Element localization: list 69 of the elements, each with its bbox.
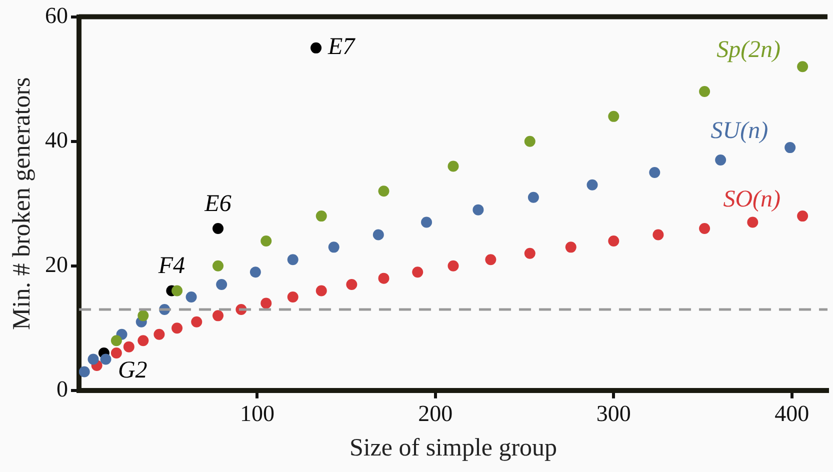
point	[608, 110, 620, 122]
point	[715, 154, 726, 166]
point	[797, 61, 808, 72]
point	[652, 229, 664, 240]
y-axis-title: Min. # broken generators	[8, 77, 36, 330]
point	[472, 204, 484, 216]
point	[216, 279, 228, 290]
y-tick-label: 60	[45, 2, 68, 28]
point	[287, 292, 298, 302]
point	[747, 216, 758, 228]
point	[649, 166, 660, 178]
point	[316, 210, 327, 222]
point	[528, 192, 539, 203]
point	[212, 310, 224, 322]
point	[448, 260, 459, 272]
point	[412, 266, 424, 278]
series-label: SO(n)	[723, 186, 781, 212]
point	[378, 272, 390, 284]
point	[138, 335, 149, 346]
point	[191, 316, 202, 328]
annotation: G2	[118, 357, 148, 384]
x-tick-label: 100	[240, 401, 274, 426]
point	[328, 242, 340, 253]
point	[316, 285, 327, 296]
point	[212, 260, 224, 272]
point	[138, 310, 149, 322]
annotation: E7	[327, 34, 356, 60]
series-label: Sp(2n)	[716, 36, 781, 63]
annotation: F4	[157, 253, 186, 280]
annotation: E6	[204, 190, 232, 217]
point	[154, 328, 165, 340]
x-tick-label: 200	[418, 401, 453, 426]
point	[524, 248, 536, 259]
point	[172, 322, 183, 334]
series-label: SU(n)	[710, 118, 768, 144]
x-tick-label: 400	[774, 401, 810, 426]
y-tick-label: 40	[45, 127, 68, 152]
point	[797, 210, 808, 222]
point	[250, 266, 261, 278]
y-tick-label: 0	[56, 376, 68, 402]
point	[485, 254, 496, 266]
x-axis-title: Size of simple group	[349, 434, 558, 462]
point	[186, 292, 197, 302]
point	[565, 242, 576, 253]
y-tick-label: 20	[45, 252, 68, 277]
point	[378, 186, 390, 197]
point	[287, 254, 298, 266]
point	[448, 160, 459, 172]
point	[260, 298, 272, 309]
x-tick-label: 300	[596, 401, 631, 426]
point	[88, 354, 99, 365]
point	[421, 216, 432, 228]
point	[100, 354, 112, 365]
point	[346, 279, 358, 290]
point	[172, 285, 183, 296]
point	[110, 335, 122, 346]
point	[699, 86, 710, 98]
point	[699, 223, 710, 234]
point	[212, 223, 224, 234]
point	[123, 341, 134, 352]
point	[79, 366, 90, 378]
point	[310, 42, 322, 54]
point	[608, 235, 620, 246]
point	[372, 229, 384, 240]
point	[110, 348, 122, 359]
point	[586, 179, 598, 190]
point	[524, 136, 536, 147]
point	[784, 142, 796, 154]
point	[260, 235, 272, 246]
